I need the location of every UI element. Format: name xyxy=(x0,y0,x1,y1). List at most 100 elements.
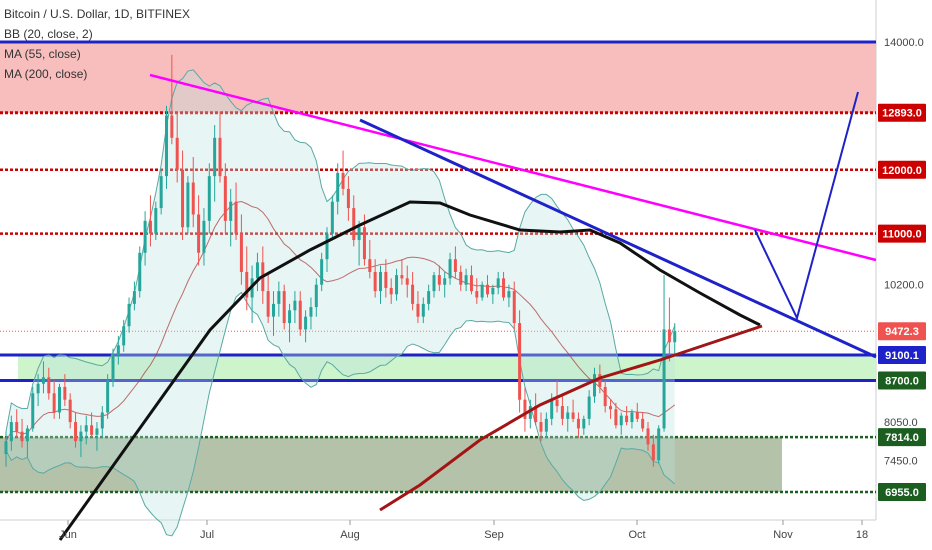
candle-body xyxy=(544,418,548,432)
price-label-bg xyxy=(878,224,926,243)
candle-body xyxy=(373,271,377,292)
candle-body xyxy=(469,275,473,292)
candle-body xyxy=(512,291,516,324)
candle-body xyxy=(443,278,447,285)
blue-downtrend-line xyxy=(359,118,877,359)
x-tick-label: Nov xyxy=(773,529,793,541)
candle-body xyxy=(582,418,586,429)
candle-body xyxy=(475,291,479,298)
candle-body xyxy=(453,259,457,272)
candle-body xyxy=(395,275,399,295)
candle-body xyxy=(90,425,94,435)
candle-body xyxy=(239,233,243,272)
price-label: 9100.1 xyxy=(885,350,919,362)
candle-body xyxy=(603,386,607,407)
candle-body xyxy=(197,214,201,253)
candle-body xyxy=(341,172,345,189)
candle-body xyxy=(223,176,227,221)
ma55-line xyxy=(58,200,761,541)
price-label: 11000.0 xyxy=(882,229,921,241)
candle-body xyxy=(507,291,511,298)
indicator-ma200[interactable]: MA (200, close) xyxy=(4,67,88,81)
candle-body xyxy=(282,291,286,324)
price-label: 6955.0 xyxy=(885,487,919,499)
candle-body xyxy=(31,393,35,429)
candle-body xyxy=(330,201,334,234)
olive-demand-zone xyxy=(0,437,782,492)
candle-body xyxy=(576,418,580,429)
candle-body xyxy=(560,406,564,419)
candle-body xyxy=(154,208,158,234)
chart-title: Bitcoin / U.S. Dollar, 1D, BITFINEX xyxy=(4,7,191,21)
magenta-trendline xyxy=(149,73,877,262)
candle-body xyxy=(165,115,168,177)
candle-body xyxy=(9,422,13,442)
candle-body xyxy=(368,259,372,272)
candle-body xyxy=(245,271,249,298)
candle-body xyxy=(609,406,613,410)
candle-body xyxy=(357,227,361,241)
y-tick-label: 8050.0 xyxy=(884,417,918,429)
price-label-bg xyxy=(878,322,926,341)
indicator-bb[interactable]: BB (20, close, 2) xyxy=(4,27,93,41)
candle-body xyxy=(523,399,527,419)
candle-body xyxy=(229,201,233,221)
candle-body xyxy=(630,412,634,423)
ma200-line xyxy=(379,324,763,512)
y-tick-label: 14000.0 xyxy=(884,37,924,49)
candle-body xyxy=(566,412,570,419)
chart-legend: Bitcoin / U.S. Dollar, 1D, BITFINEX BB (… xyxy=(4,4,190,84)
candle-body xyxy=(63,386,67,400)
candle-body xyxy=(346,188,350,209)
price-label: 12000.0 xyxy=(882,165,922,177)
candle-body xyxy=(427,291,431,304)
candle-body xyxy=(555,399,559,407)
x-tick-label: Aug xyxy=(340,529,360,541)
candle-body xyxy=(138,252,142,292)
candle-body xyxy=(207,176,211,221)
candle-body xyxy=(304,316,308,330)
candle-body xyxy=(20,431,24,442)
candle-body xyxy=(539,422,543,432)
candle-body xyxy=(421,303,425,317)
candle-body xyxy=(587,396,591,419)
candle-body xyxy=(464,275,468,285)
candle-body xyxy=(175,137,179,170)
candle-body xyxy=(325,233,329,260)
x-tick-label: Oct xyxy=(628,529,645,541)
candle-body xyxy=(288,310,292,324)
candle-body xyxy=(277,291,281,304)
candle-body xyxy=(148,220,152,234)
candle-body xyxy=(143,220,147,253)
candle-body xyxy=(234,201,238,234)
candle-body xyxy=(159,176,163,209)
candle-body xyxy=(646,428,650,445)
candle-body xyxy=(635,412,639,419)
candle-body xyxy=(111,354,115,381)
candle-body xyxy=(298,300,302,330)
candle-body xyxy=(496,278,500,288)
candle-body xyxy=(218,137,222,177)
candle-body xyxy=(202,220,206,253)
candle-body xyxy=(384,271,388,288)
indicator-ma55[interactable]: MA (55, close) xyxy=(4,47,81,61)
candle-body xyxy=(116,345,120,355)
candle-body xyxy=(122,326,126,346)
candle-body xyxy=(352,208,356,241)
candle-body xyxy=(25,428,29,442)
candle-body xyxy=(480,284,484,298)
candle-body xyxy=(400,275,404,279)
price-label-bg xyxy=(878,428,926,447)
candle-body xyxy=(502,278,506,298)
candle-body xyxy=(379,271,382,292)
candle-body xyxy=(459,271,463,285)
price-label: 8700.0 xyxy=(885,376,919,388)
price-label: 9472.3 xyxy=(885,326,919,338)
candle-body xyxy=(667,329,671,343)
candle-body xyxy=(84,425,88,432)
candle-body xyxy=(47,377,51,394)
candle-body xyxy=(336,172,340,202)
projection-path xyxy=(754,91,859,321)
candle-body xyxy=(191,182,195,215)
